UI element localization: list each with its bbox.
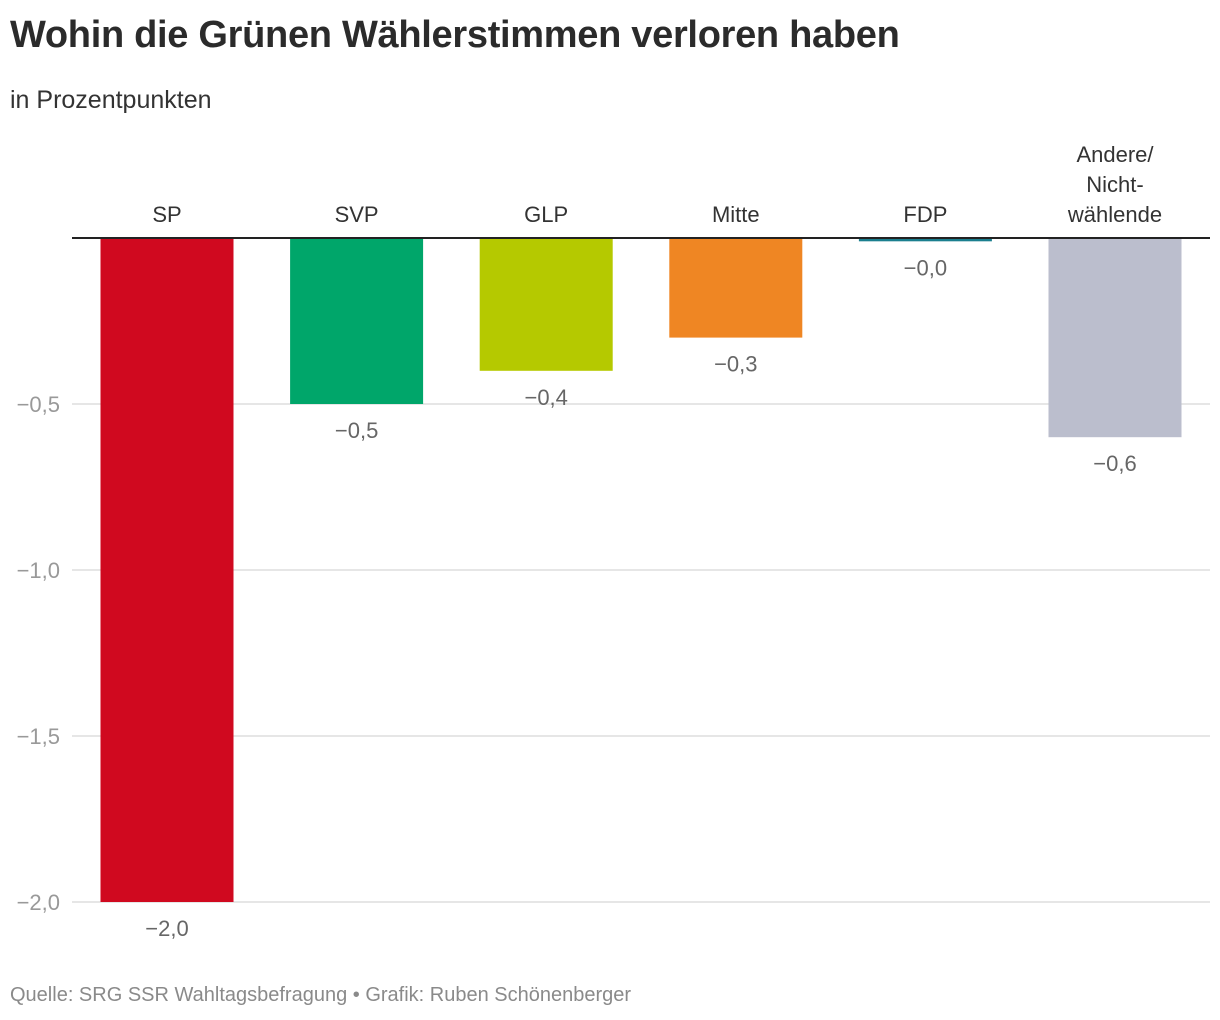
bar: [100, 238, 234, 902]
category-label: Andere/: [1076, 142, 1154, 167]
category-label: Mitte: [712, 202, 760, 227]
chart-subtitle: in Prozentpunkten: [10, 86, 212, 114]
bar: [479, 238, 613, 371]
category-labels: SP SVP GLP Mitte FDP Andere/Nicht-wählende: [152, 142, 1162, 227]
bar: [290, 238, 424, 404]
bar: [669, 238, 803, 338]
value-labels: −2,0 −0,5 −0,4 −0,3 −0,0 −0,6: [145, 255, 1136, 941]
y-tick-label: −2,0: [17, 890, 60, 915]
chart-title: Wohin die Grünen Wählerstimmen verloren …: [10, 14, 900, 56]
y-tick-label: −0,5: [17, 392, 60, 417]
value-label: −0,4: [524, 385, 567, 410]
y-axis-ticks: −0,5 −1,0 −1,5 −2,0: [17, 392, 60, 915]
y-tick-label: −1,5: [17, 724, 60, 749]
source-credit: Quelle: SRG SSR Wahltagsbefragung • Graf…: [10, 984, 632, 1006]
category-label: SVP: [335, 202, 379, 227]
value-label: −2,0: [145, 916, 188, 941]
value-label: −0,6: [1093, 451, 1136, 476]
category-label: Nicht-: [1086, 172, 1143, 197]
value-label: −0,5: [335, 418, 378, 443]
category-label: GLP: [524, 202, 568, 227]
y-tick-label: −1,0: [17, 558, 60, 583]
category-label: FDP: [903, 202, 947, 227]
category-label: wählende: [1067, 202, 1162, 227]
value-label: −0,0: [904, 255, 947, 280]
bar: [1048, 238, 1182, 438]
category-label: SP: [152, 202, 181, 227]
gridlines: [72, 403, 1210, 903]
bar-chart: −0,5 −1,0 −1,5 −2,0 SP SVP GLP Mitte FDP Andere/…: [17, 142, 1210, 941]
value-label: −0,3: [714, 352, 757, 377]
bar: [858, 238, 992, 242]
bars: [100, 238, 1182, 902]
